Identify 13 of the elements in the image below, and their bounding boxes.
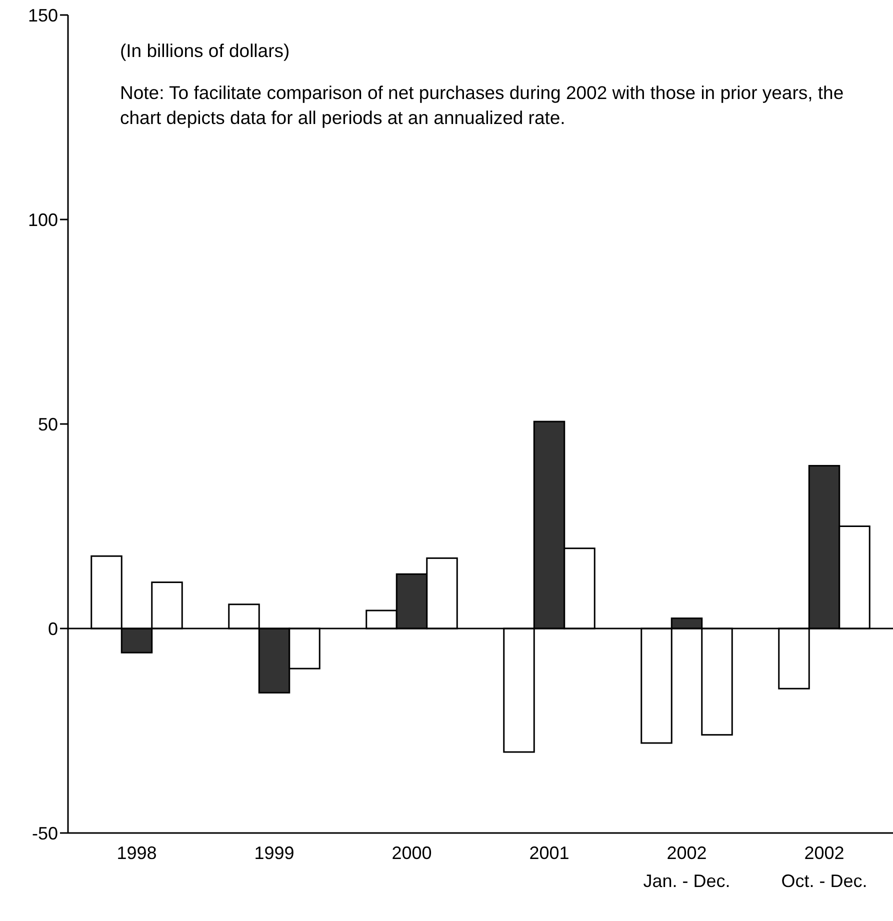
annotation: Note: To facilitate comparison of net purchases during 2002 with those in prior years, the chart depicts data for all periods at an annualized rate. — [120, 82, 844, 128]
x-tick-label: 1999 — [254, 843, 294, 863]
y-tick-label: 50 — [38, 414, 58, 434]
y-tick-label: -50 — [32, 823, 58, 844]
y-tick-label: 0 — [48, 618, 58, 639]
annotation: (In billions of dollars) — [120, 40, 290, 61]
y-tick-label: 100 — [28, 210, 58, 230]
x-tick-label: 2000 — [392, 843, 432, 863]
x-tick-label: 2002 Jan. - Dec. — [643, 843, 730, 891]
y-tick-label: 150 — [28, 5, 58, 26]
x-tick-label: 2002 Oct. - Dec. — [781, 843, 868, 891]
x-tick-label: 1998 — [116, 843, 157, 863]
x-tick-label: 2001 — [529, 843, 570, 863]
